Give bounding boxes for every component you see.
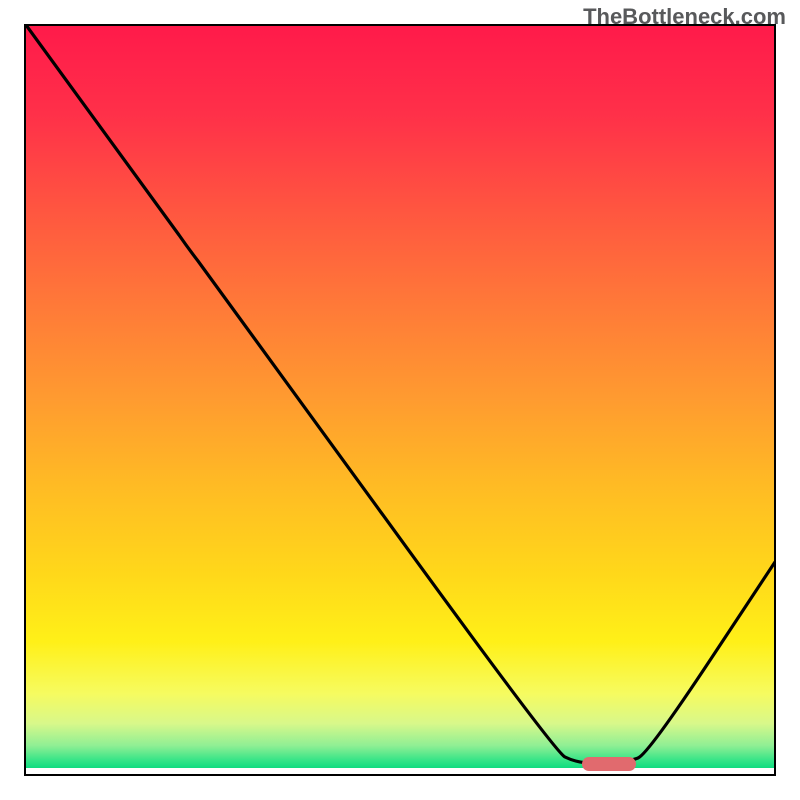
highlight-marker	[582, 757, 636, 771]
chart-container: TheBottleneck.com	[0, 0, 800, 800]
gradient-background	[25, 25, 775, 768]
bottleneck-chart	[0, 0, 800, 800]
watermark-text: TheBottleneck.com	[583, 4, 786, 30]
